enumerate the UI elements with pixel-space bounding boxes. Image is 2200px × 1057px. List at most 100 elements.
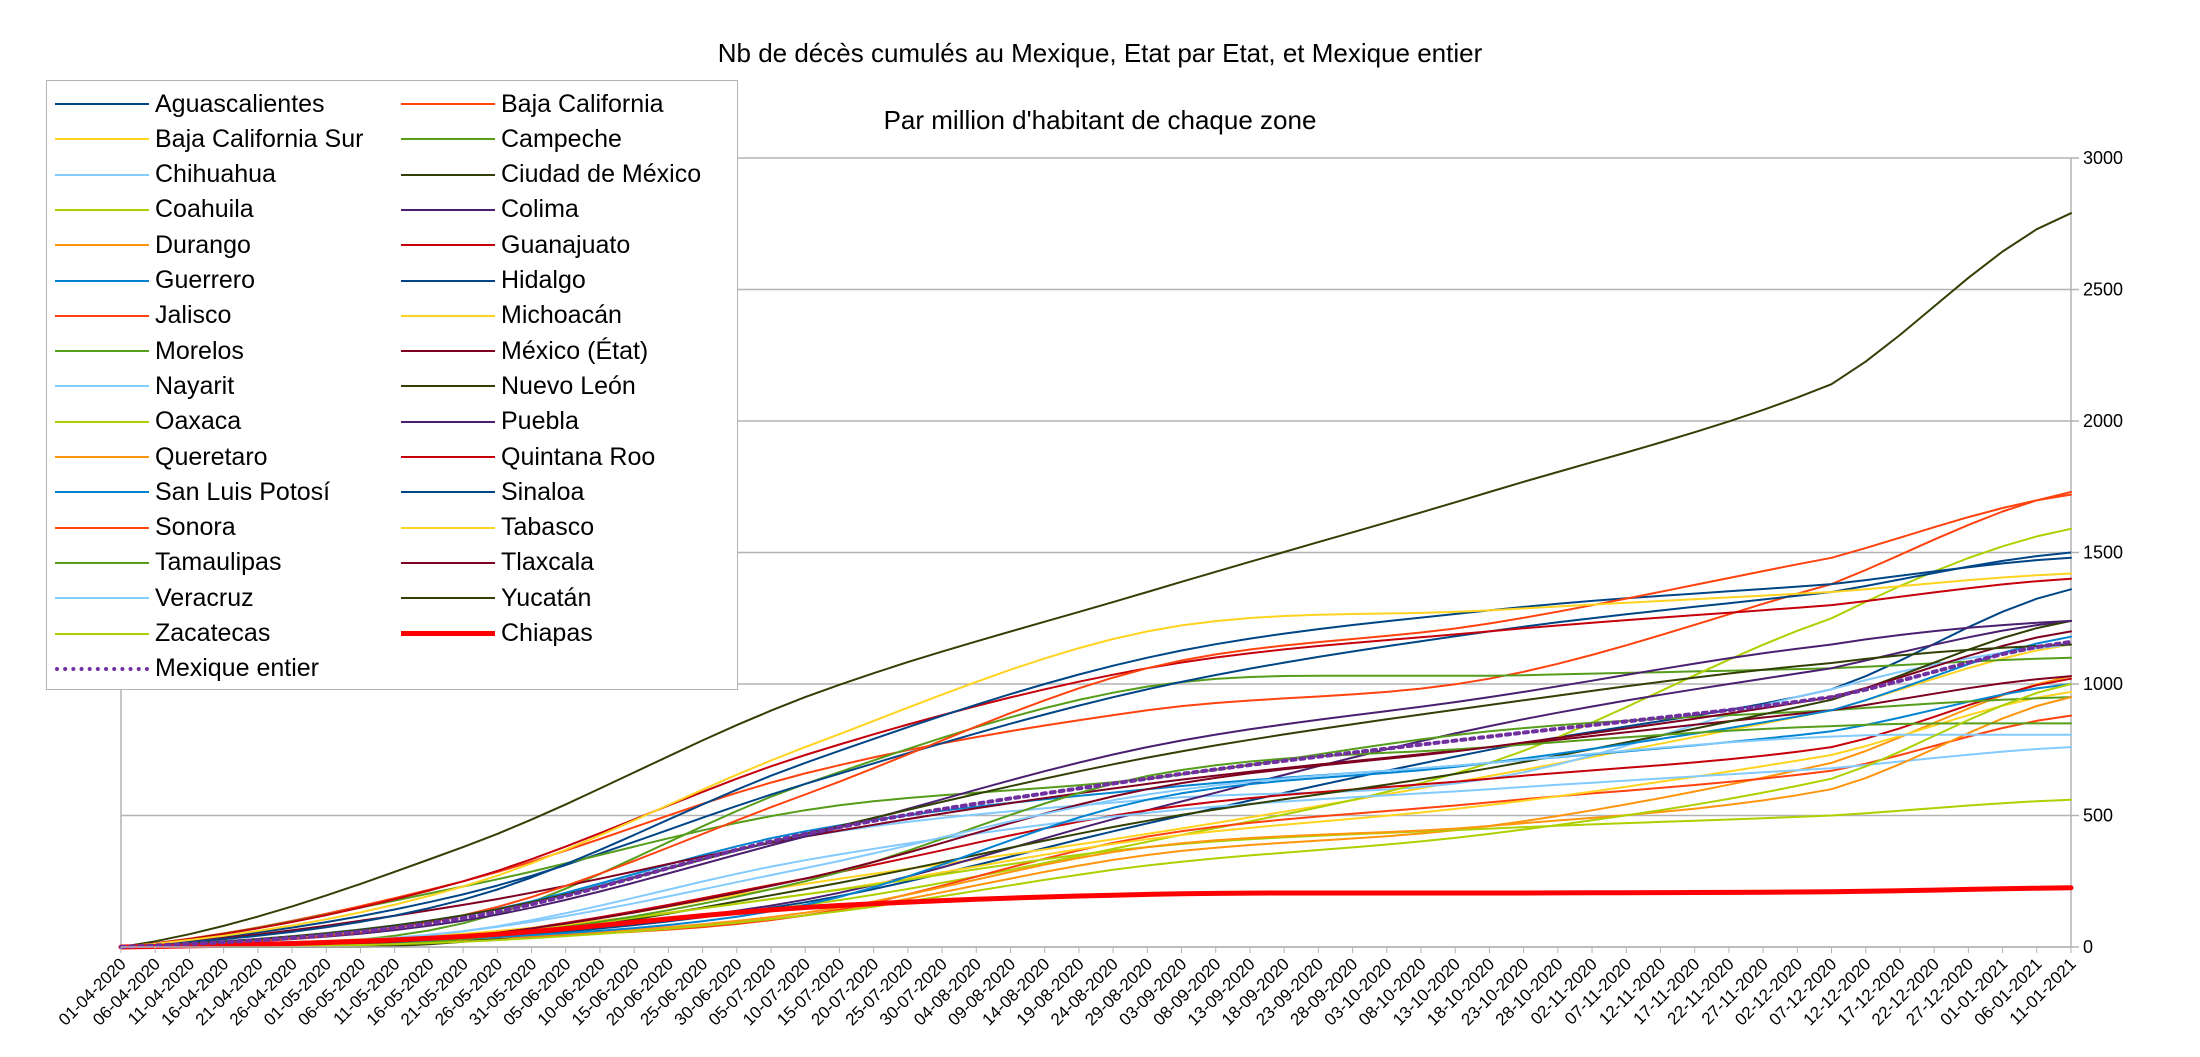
legend-swatch <box>401 631 495 636</box>
legend-item: Nayarit <box>55 369 234 403</box>
legend-swatch <box>55 138 149 141</box>
legend-label: Tamaulipas <box>155 548 282 577</box>
legend-item: Hidalgo <box>401 264 586 298</box>
legend-item: Zacatecas <box>55 617 270 651</box>
legend-item: Queretaro <box>55 440 268 474</box>
legend-swatch <box>55 597 149 600</box>
series-line-chiapas <box>118 885 2074 950</box>
legend-swatch <box>55 420 149 423</box>
series-line-m-xico-tat- <box>120 675 2072 948</box>
legend-label: Baja California <box>501 89 664 118</box>
legend-swatch <box>401 138 495 141</box>
legend-item: Jalisco <box>55 299 231 333</box>
legend-swatch <box>401 208 495 211</box>
legend-item: San Luis Potosí <box>55 475 330 509</box>
legend-label: Durango <box>155 230 251 259</box>
legend-label: Zacatecas <box>155 619 271 647</box>
legend-item: Sinaloa <box>401 475 584 509</box>
series-line-hidalgo <box>120 551 2072 948</box>
series-line-yucat-n <box>120 643 2072 948</box>
legend-label: México (État) <box>501 336 649 365</box>
legend-label: Tabasco <box>501 513 595 542</box>
y-tick-label: 3000 <box>2083 148 2123 168</box>
series-line-queretaro <box>120 696 2072 948</box>
legend-label: Ciudad de México <box>501 160 702 189</box>
legend-item: Morelos <box>55 334 244 368</box>
legend-label: Chihuahua <box>155 160 276 189</box>
legend-item: Guanajuato <box>401 228 630 262</box>
legend-swatch <box>55 561 149 564</box>
legend-swatch <box>401 491 495 494</box>
legend-swatch <box>401 561 495 564</box>
legend-label: Nuevo León <box>501 371 636 400</box>
series-line-veracruz <box>120 733 2072 948</box>
legend-swatch <box>401 420 495 423</box>
legend-swatch <box>55 385 149 388</box>
legend-label: Mexique entier <box>155 654 319 683</box>
legend-label: Campeche <box>501 124 622 153</box>
legend-item: Aguascalientes <box>55 87 325 121</box>
legend-swatch <box>55 632 149 635</box>
legend-item: Nuevo León <box>401 369 636 403</box>
legend-swatch <box>401 456 495 458</box>
legend-label: Morelos <box>155 336 244 365</box>
legend-swatch <box>401 244 495 247</box>
series-line-sinaloa <box>120 556 2072 948</box>
legend-label: Sinaloa <box>501 477 585 506</box>
legend-label: Oaxaca <box>155 407 242 436</box>
legend-swatch <box>401 350 495 353</box>
series-line-morelos <box>120 696 2072 948</box>
chart-title: Nb de décès cumulés au Mexique, Etat par… <box>717 38 1483 68</box>
legend-item: Sonora <box>55 511 236 545</box>
legend-label: Queretaro <box>155 442 268 471</box>
legend-label: Michoacán <box>501 301 622 330</box>
legend-label: Coahuila <box>155 195 254 224</box>
series-line-mexique-entier <box>119 639 2073 949</box>
y-axis: 0 500 1000 1500 2000 2500 3000 <box>2071 148 2123 957</box>
legend-swatch <box>55 103 149 105</box>
legend-swatch <box>401 597 495 600</box>
legend-item: Tabasco <box>401 511 594 545</box>
series-line-tamaulipas <box>120 722 2072 948</box>
legend-swatch <box>55 350 149 353</box>
legend-item: Baja California <box>401 87 664 121</box>
legend-swatch <box>401 279 495 282</box>
legend-label: Tlaxcala <box>501 548 595 577</box>
legend-label: Sonora <box>155 513 236 542</box>
y-tick-label: 500 <box>2083 806 2113 826</box>
legend-swatch <box>55 173 149 176</box>
legend-swatch <box>55 279 149 282</box>
legend-item: Tamaulipas <box>55 546 281 580</box>
legend-item: Michoacán <box>401 299 622 333</box>
legend-label: Puebla <box>501 407 579 436</box>
series-line-puebla <box>120 619 2072 948</box>
legend-label: Veracruz <box>155 583 254 612</box>
legend-item: Yucatán <box>401 581 591 615</box>
legend-item: Campeche <box>401 122 622 156</box>
series-line-ciudad-de-m-xico <box>120 212 2072 948</box>
legend-item: México (État) <box>401 334 648 368</box>
legend-item: Mexique entier <box>55 652 319 686</box>
legend-label: Aguascalientes <box>155 89 325 118</box>
legend-label: Chiapas <box>501 619 593 647</box>
legend-item: Tlaxcala <box>401 546 594 580</box>
legend-label: Yucatán <box>501 583 592 612</box>
legend-item: Chihuahua <box>55 158 276 192</box>
y-tick-label: 2000 <box>2083 411 2123 431</box>
legend-item: Coahuila <box>55 193 254 227</box>
legend-label: Jalisco <box>155 301 232 330</box>
legend-label: Guerrero <box>155 266 256 294</box>
legend-item: Guerrero <box>55 264 255 298</box>
legend-item: Oaxaca <box>55 405 241 439</box>
legend-label: Colima <box>501 195 579 224</box>
series-line-tabasco <box>120 572 2072 948</box>
y-tick-label: 2500 <box>2083 280 2123 300</box>
legend-swatch <box>55 208 149 211</box>
legend-swatch <box>55 526 149 529</box>
legend-label: Nayarit <box>155 371 235 400</box>
legend-item: Puebla <box>401 405 579 439</box>
legend-item: Colima <box>401 193 579 227</box>
y-tick-label: 0 <box>2083 937 2093 957</box>
legend-swatch <box>401 314 495 317</box>
